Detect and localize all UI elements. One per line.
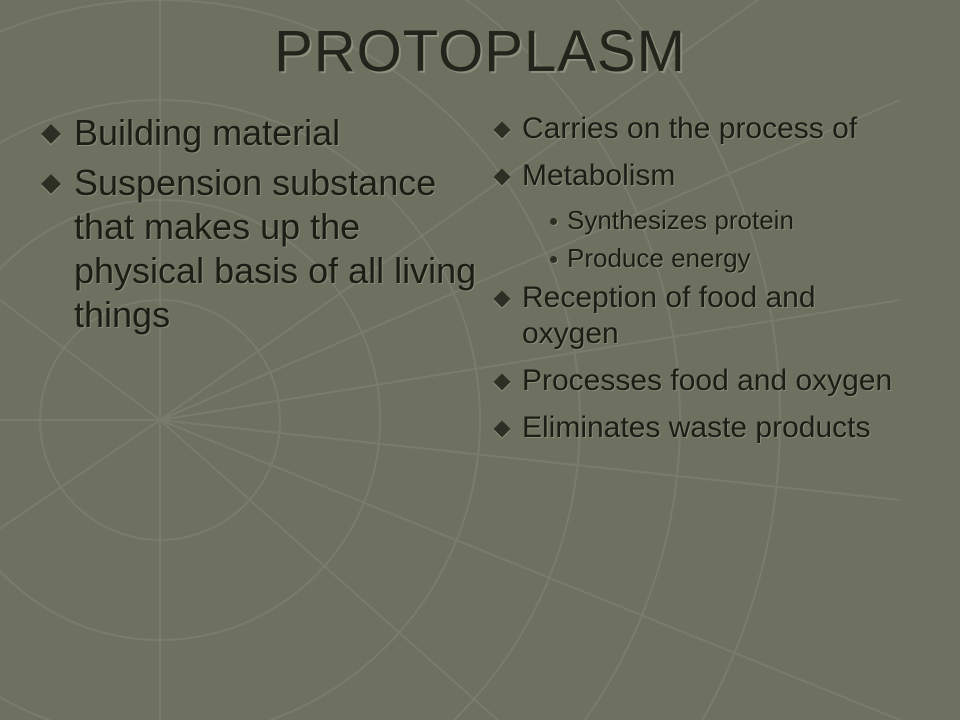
diamond-icon bbox=[494, 373, 511, 390]
sub-bullet: Produce energy bbox=[550, 242, 920, 276]
diamond-icon bbox=[494, 290, 511, 307]
right-bullet: Carries on the process of bbox=[496, 111, 920, 148]
right-column: Carries on the process of Metabolism Syn… bbox=[490, 111, 920, 456]
bullet-text: Suspension substance that makes up the p… bbox=[74, 161, 480, 337]
right-bullet: Eliminates waste products bbox=[496, 410, 920, 447]
left-column: Building material Suspension substance t… bbox=[40, 111, 480, 456]
dot-icon bbox=[550, 218, 557, 225]
diamond-icon bbox=[494, 420, 511, 437]
right-bullet: Processes food and oxygen bbox=[496, 363, 920, 400]
diamond-icon bbox=[494, 168, 511, 185]
bullet-text: Eliminates waste products bbox=[522, 410, 920, 447]
sub-text: Produce energy bbox=[567, 242, 920, 276]
bullet-text: Reception of food and oxygen bbox=[522, 280, 920, 353]
diamond-icon bbox=[41, 124, 61, 144]
bullet-text: Metabolism bbox=[522, 158, 920, 195]
right-bullet: Metabolism bbox=[496, 158, 920, 195]
right-bullet: Reception of food and oxygen bbox=[496, 280, 920, 353]
columns: Building material Suspension substance t… bbox=[40, 111, 920, 456]
slide: PROTOPLASM Building material Suspension … bbox=[0, 0, 960, 720]
dot-icon bbox=[550, 256, 557, 263]
sub-bullet: Synthesizes protein bbox=[550, 204, 920, 238]
bullet-text: Building material bbox=[74, 111, 480, 155]
diamond-icon bbox=[41, 174, 61, 194]
left-bullet: Suspension substance that makes up the p… bbox=[44, 161, 480, 337]
diamond-icon bbox=[494, 122, 511, 139]
sub-text: Synthesizes protein bbox=[567, 204, 920, 238]
slide-title: PROTOPLASM bbox=[40, 18, 920, 85]
bullet-text: Processes food and oxygen bbox=[522, 363, 920, 400]
bullet-text: Carries on the process of bbox=[522, 111, 920, 148]
left-bullet: Building material bbox=[44, 111, 480, 155]
